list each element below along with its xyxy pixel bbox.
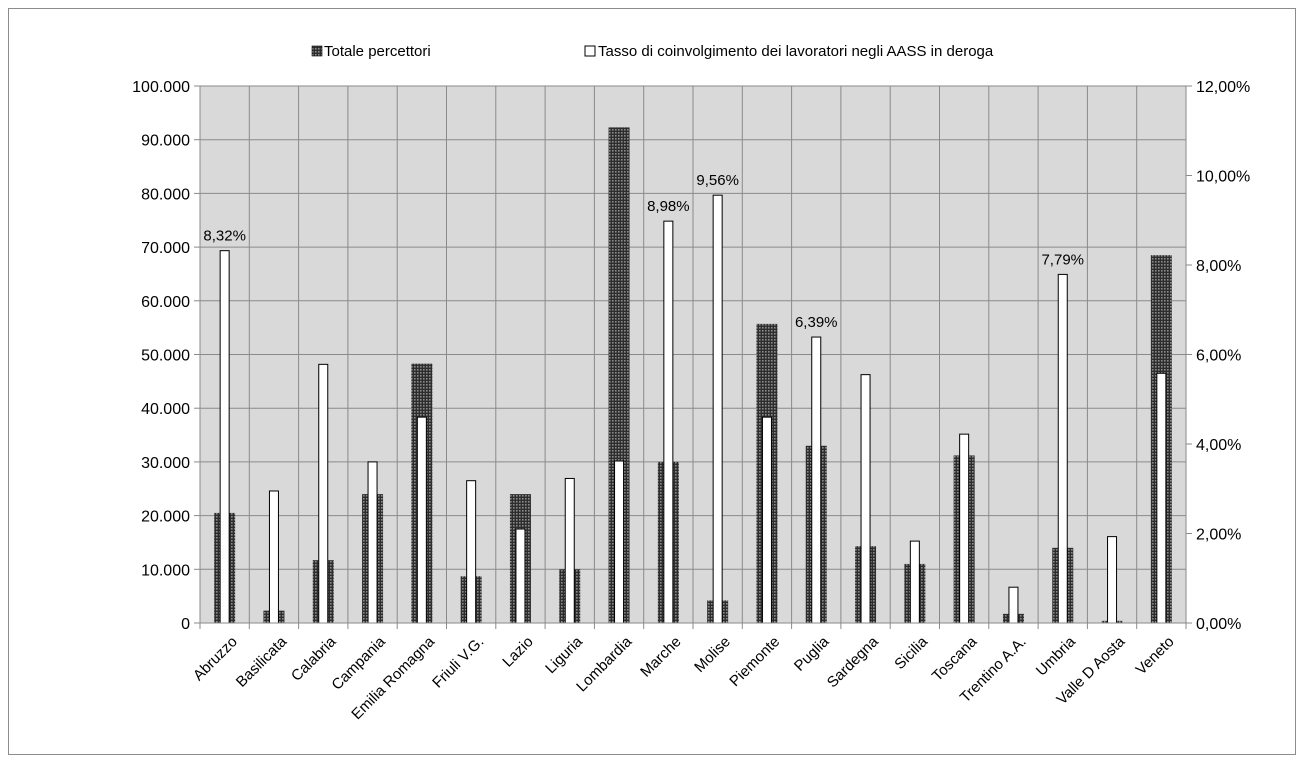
bar-tasso: [564, 477, 575, 624]
left-tick-label: 70.000: [141, 240, 190, 257]
bars-layer: [214, 127, 1172, 624]
category-label: Molise: [691, 633, 734, 676]
category-label: Basilicata: [233, 633, 291, 691]
grid-layer: [199, 85, 1187, 624]
bar-tasso: [318, 363, 329, 624]
right-tick-label: 10,00%: [1196, 169, 1250, 186]
bar-tasso: [959, 433, 970, 624]
category-label: Veneto: [1133, 633, 1178, 678]
bar-tasso: [614, 460, 625, 624]
category-label: Puglia: [791, 633, 833, 675]
left-tick-label: 10.000: [141, 562, 190, 579]
left-tick-label: 20.000: [141, 509, 190, 526]
bar-tasso: [1107, 536, 1118, 624]
category-label: Lazio: [499, 633, 536, 670]
bar-tasso: [466, 480, 477, 624]
right-tick-label: 0,00%: [1196, 616, 1241, 633]
left-tick-label: 60.000: [141, 294, 190, 311]
plot-border: [199, 85, 1187, 624]
bar-tasso: [761, 416, 772, 624]
bar-totale-percettori: [608, 127, 630, 623]
left-tick-label: 0: [181, 616, 190, 633]
bar-tasso: [909, 540, 920, 624]
data-label-tasso: 8,32%: [203, 228, 246, 245]
right-tick-label: 6,00%: [1196, 348, 1241, 365]
data-label-tasso: 8,98%: [647, 198, 690, 215]
category-label: Umbria: [1033, 633, 1080, 680]
left-tick-label: 100.000: [132, 79, 190, 96]
legend-swatch-totale: [311, 45, 323, 57]
category-label: Marche: [637, 633, 684, 680]
bar-tasso: [1008, 586, 1019, 624]
category-label: Abruzzo: [190, 633, 241, 684]
right-tick-label: 2,00%: [1196, 527, 1241, 544]
legend: Totale percettori Tasso di coinvolgiment…: [311, 43, 994, 60]
bar-tasso: [712, 194, 723, 624]
bar-tasso: [367, 461, 378, 624]
data-label-tasso: 9,56%: [696, 172, 739, 189]
right-tick-label: 4,00%: [1196, 437, 1241, 454]
bar-tasso: [663, 220, 674, 624]
right-tick-label: 12,00%: [1196, 79, 1250, 96]
right-tick-label: 8,00%: [1196, 258, 1241, 275]
category-label: Piemonte: [726, 633, 783, 690]
category-label: Sicilia: [891, 633, 931, 673]
legend-swatch-tasso: [584, 45, 596, 57]
left-tick-label: 90.000: [141, 133, 190, 150]
category-label: Emilia Romagna: [348, 633, 438, 723]
legend-label-totale: Totale percettori: [324, 43, 431, 60]
bar-tasso: [811, 336, 822, 624]
category-label: Sardegna: [824, 633, 882, 691]
left-tick-label: 40.000: [141, 401, 190, 418]
category-label: Friuli V.G.: [429, 633, 487, 691]
data-label-tasso: 6,39%: [795, 314, 838, 331]
bar-tasso: [515, 528, 526, 624]
bar-tasso: [416, 416, 427, 624]
bar-tasso: [860, 374, 871, 624]
data-label-tasso: 7,79%: [1041, 251, 1084, 268]
bar-tasso: [1057, 273, 1068, 624]
left-tick-label: 80.000: [141, 186, 190, 203]
left-tick-label: 50.000: [141, 348, 190, 365]
category-label: Liguria: [542, 633, 586, 677]
left-tick-label: 30.000: [141, 455, 190, 472]
bar-tasso: [219, 250, 230, 624]
bar-tasso: [268, 490, 279, 624]
legend-label-tasso: Tasso di coinvolgimento dei lavoratori n…: [598, 43, 994, 60]
bar-tasso: [1156, 372, 1167, 624]
axes-layer: 0 10.000 20.000 30.000 40.000 50.000 60.000 70.…: [132, 79, 1250, 633]
